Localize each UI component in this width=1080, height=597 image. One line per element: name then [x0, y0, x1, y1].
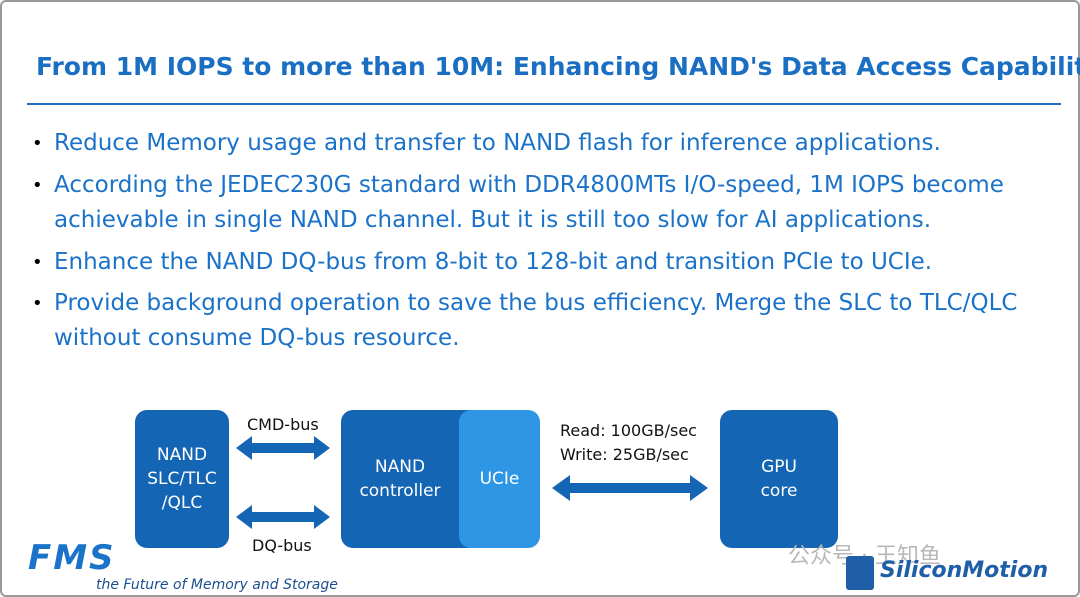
- company-icon: [846, 556, 874, 590]
- bullet-text: According the JEDEC230G standard with DD…: [54, 172, 1004, 198]
- node-text-wrap: NAND controller: [341, 455, 459, 503]
- fms-tagline: the Future of Memory and Storage: [96, 577, 338, 593]
- link-label: CMD-bus: [247, 415, 319, 434]
- node-text: SLC/TLC: [147, 469, 217, 489]
- bullet: • Reduce Memory usage and transfer to NAN…: [28, 126, 941, 161]
- bullet-text: Provide background operation to save the…: [54, 290, 1018, 316]
- arrows: [236, 436, 708, 529]
- double-arrow: [552, 475, 708, 501]
- node-text: GPU: [761, 457, 797, 477]
- company-logo: SiliconMotion: [880, 558, 1049, 583]
- link-label: Read: 100GB/sec: [560, 421, 697, 440]
- slide-title: From 1M IOPS to more than 10M: Enhancing…: [36, 52, 1080, 81]
- nand-box: NAND SLC/TLC /QLC: [135, 410, 229, 548]
- bullet-text: without consume DQ-bus resource.: [54, 325, 460, 351]
- node-text: controller: [359, 481, 441, 501]
- controller-box: NAND controller: [341, 410, 481, 548]
- bullet-dot: •: [32, 252, 43, 273]
- bullet: • Enhance the NAND DQ-bus from 8-bit to 1…: [28, 245, 932, 280]
- node-text: core: [760, 481, 798, 501]
- link-label: DQ-bus: [252, 536, 312, 555]
- ucie-box: UCIe: [459, 410, 540, 548]
- bullet: • According the JEDEC230G standard with D…: [28, 168, 1004, 238]
- bullet-dot: •: [32, 293, 43, 314]
- bullet-text: Reduce Memory usage and transfer to NAND…: [54, 130, 941, 156]
- bullet-dot: •: [32, 133, 43, 154]
- double-arrow: [236, 505, 330, 529]
- double-arrow: [236, 436, 330, 460]
- bullet: • Provide background operation to save th…: [28, 286, 1017, 356]
- fms-logo: FMS: [28, 538, 116, 578]
- link-label: Write: 25GB/sec: [560, 445, 689, 464]
- bullet-dot: •: [32, 175, 43, 196]
- node-text: /QLC: [161, 493, 203, 513]
- gpu-box: GPU core: [720, 410, 838, 548]
- node-text: NAND: [156, 445, 208, 465]
- node-text: UCIe: [479, 469, 520, 489]
- title-rule: [27, 103, 1061, 105]
- node-text: NAND: [374, 457, 426, 477]
- bullet-text: achievable in single NAND channel. But i…: [54, 207, 932, 233]
- bullet-text: Enhance the NAND DQ-bus from 8-bit to 12…: [54, 249, 933, 275]
